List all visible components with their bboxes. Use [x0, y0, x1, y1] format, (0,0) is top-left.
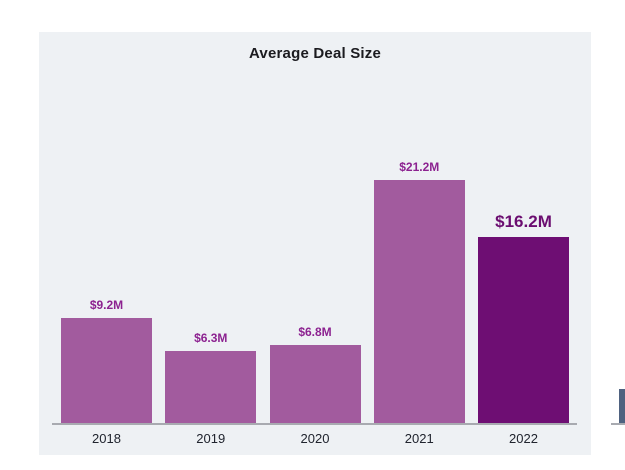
- bar-2018[interactable]: [61, 318, 152, 423]
- bar-value-label-2021: $21.2M: [399, 160, 440, 174]
- bar-value-label-2022: $16.2M: [495, 212, 552, 231]
- bar-chart-plot: $9.2M $6.3M $6.8M $21.2M $16.2M: [52, 32, 577, 423]
- bar-2020[interactable]: [269, 345, 361, 423]
- x-tick-label-2019: 2019: [196, 431, 226, 446]
- x-tick-label-2021: 2021: [404, 431, 434, 446]
- adjacent-chart-axis-line: [611, 423, 625, 425]
- bar-value-label-2019: $6.3M: [194, 331, 228, 345]
- x-axis-line: [52, 423, 577, 425]
- x-axis-tick-labels: 2018 2019 2020 2021 2022: [52, 431, 577, 451]
- adjacent-chart-bar: [619, 389, 625, 423]
- chart-title: Average Deal Size: [248, 45, 382, 62]
- bar-value-label-2018: $9.2M: [89, 298, 124, 312]
- x-tick-label-2022: 2022: [509, 431, 538, 446]
- bar-value-label-2020: $6.8M: [298, 325, 332, 339]
- x-tick-label-2020: 2020: [300, 431, 330, 446]
- x-tick-label-2018: 2018: [92, 431, 121, 446]
- bar-2022[interactable]: [478, 237, 569, 423]
- bar-2021[interactable]: [373, 180, 465, 423]
- bar-2019[interactable]: [165, 351, 257, 423]
- chart-card: Average Deal Size $9.2M $6.3M $6.8M $21.2M $…: [39, 32, 591, 455]
